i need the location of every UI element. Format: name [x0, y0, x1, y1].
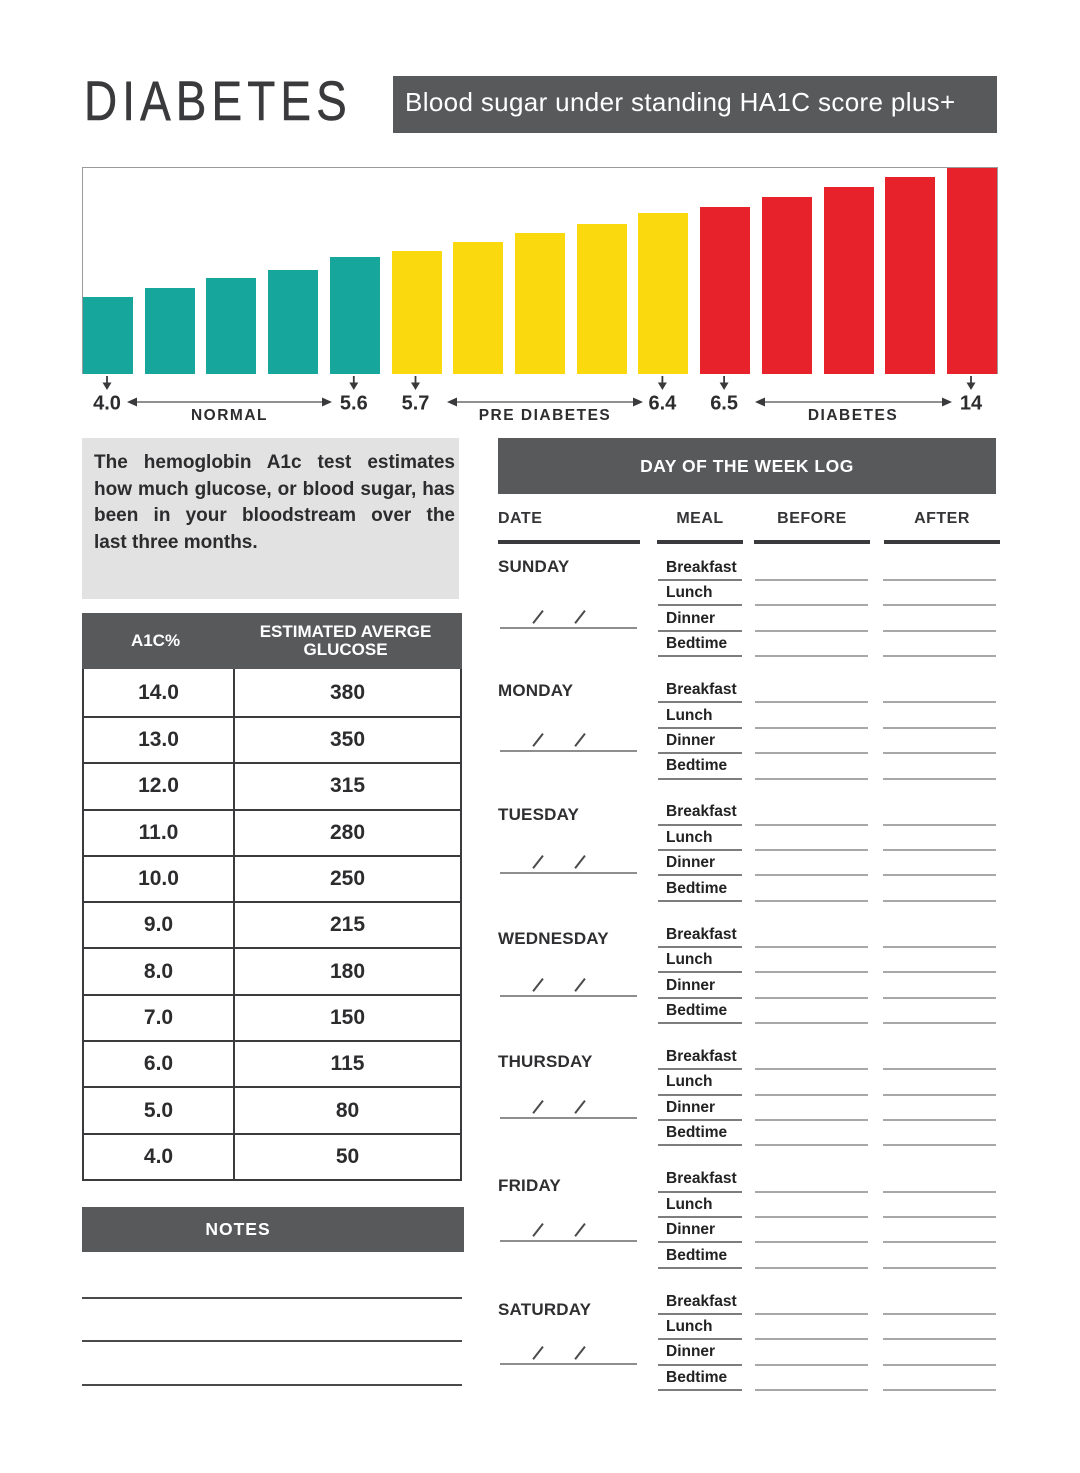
svg-text:PRE DIABETES: PRE DIABETES — [479, 407, 612, 424]
svg-text:5.7: 5.7 — [402, 393, 430, 415]
svg-text:14: 14 — [960, 393, 983, 415]
svg-text:NORMAL: NORMAL — [191, 407, 268, 424]
svg-text:5.6: 5.6 — [340, 393, 368, 415]
svg-text:6.5: 6.5 — [710, 393, 738, 415]
svg-text:6.4: 6.4 — [648, 393, 677, 415]
svg-text:DIABETES: DIABETES — [808, 407, 898, 424]
svg-text:4.0: 4.0 — [93, 393, 121, 415]
